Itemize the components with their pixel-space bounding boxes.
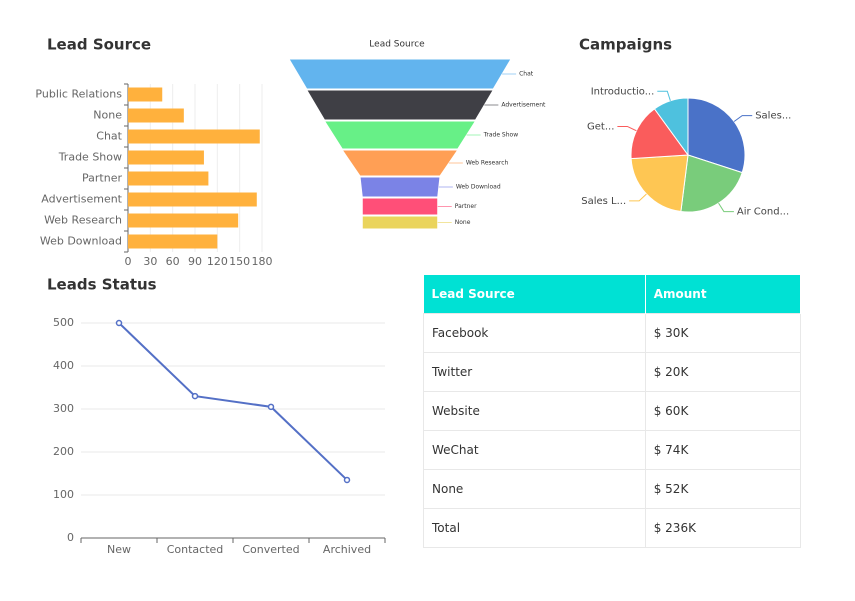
y-tick-label: Chat: [96, 130, 122, 143]
table-cell: Total: [423, 508, 646, 548]
funnel-label: None: [455, 219, 471, 226]
x-tick-label: 60: [166, 255, 180, 268]
y-tick-label: None: [93, 109, 122, 122]
y-tick-label: Trade Show: [58, 151, 122, 164]
funnel-segment: [359, 176, 441, 198]
table-row: Website $ 60K: [423, 391, 802, 431]
bar: [128, 171, 209, 186]
pie-slice: [630, 154, 689, 213]
chart-title: Lead Source: [47, 36, 151, 54]
chart-title: Lead Source: [369, 40, 425, 50]
table-cell: Website: [423, 391, 646, 431]
funnel-segment: [323, 120, 477, 150]
pie-label: Sales L...: [581, 196, 626, 207]
pie-slice: [687, 97, 746, 174]
point: [267, 403, 275, 411]
table-cell: $ 236K: [644, 508, 802, 548]
table-cell: WeChat: [423, 430, 646, 470]
x-tick-label: 0: [125, 255, 132, 268]
table-cell: Facebook: [423, 313, 646, 353]
table-row: Facebook $ 30K: [423, 313, 802, 353]
y-tick-label: Advertisement: [41, 193, 122, 206]
y-tick-label: 300: [53, 402, 74, 415]
pie-label: Introductio...: [591, 86, 655, 97]
label-line: [718, 202, 734, 213]
x-tick-label: Archived: [323, 543, 371, 556]
funnel-segment: [288, 58, 512, 90]
chart-title: Campaigns: [579, 36, 672, 54]
table-cell: Twitter: [423, 352, 646, 392]
y-tick-label: Web Download: [40, 235, 122, 248]
table-cell: $ 74K: [644, 430, 802, 470]
line: [118, 322, 348, 481]
funnel-label: Partner: [455, 203, 477, 210]
funnel-segment: [361, 197, 439, 216]
label-line: [617, 125, 637, 132]
table-cell: $ 52K: [644, 469, 802, 509]
label-line: [629, 193, 647, 202]
chart-title: Leads Status: [47, 276, 157, 294]
label-line: [733, 115, 753, 122]
funnel-label: Chat: [519, 71, 534, 78]
funnel-label: Advertisement: [501, 102, 546, 109]
bar: [128, 234, 218, 249]
y-tick-label: Public Relations: [35, 88, 122, 101]
y-tick-label: 0: [67, 531, 74, 544]
table-row: WeChat $ 74K: [423, 430, 802, 470]
x-tick-label: 120: [207, 255, 228, 268]
x-tick-label: Contacted: [167, 543, 224, 556]
bar: [128, 213, 239, 228]
point: [343, 476, 351, 484]
x-tick-label: 180: [252, 255, 273, 268]
table-cell: None: [423, 469, 646, 509]
pie-label: Air Cond...: [737, 207, 789, 218]
bar: [128, 87, 163, 102]
table-header: Amount: [645, 275, 802, 314]
table-row: None $ 52K: [423, 469, 802, 509]
y-tick-label: Partner: [82, 172, 122, 185]
x-tick-label: Converted: [242, 543, 299, 556]
y-tick-label: Web Research: [44, 214, 122, 227]
table-cell: $ 60K: [644, 391, 802, 431]
x-tick-label: 90: [188, 255, 202, 268]
funnel-segment: [361, 215, 439, 230]
funnel-label: Web Download: [456, 184, 501, 191]
x-tick-label: 30: [143, 255, 157, 268]
bar: [128, 150, 204, 165]
y-tick-label: 400: [53, 359, 74, 372]
table-cell: $ 20K: [644, 352, 802, 392]
lead-table: Lead Source Amount Facebook $ 30K Twitter $…: [423, 275, 802, 548]
label-line: [657, 90, 671, 101]
bar: [128, 192, 257, 207]
y-tick-label: 100: [53, 488, 74, 501]
table-row: Total $ 236K: [423, 508, 802, 548]
x-tick-label: New: [107, 543, 131, 556]
pie-slice: [680, 154, 743, 213]
table-row: Twitter $ 20K: [423, 352, 802, 392]
bar: [128, 108, 184, 123]
point: [191, 392, 199, 400]
funnel-label: Trade Show: [483, 132, 519, 139]
pie-label: Get...: [587, 121, 614, 132]
bar: [128, 129, 260, 144]
pie-label: Sales...: [755, 111, 791, 122]
point: [115, 319, 123, 327]
table-cell: $ 30K: [644, 313, 802, 353]
x-tick-label: 150: [229, 255, 250, 268]
funnel-segment: [305, 89, 495, 121]
y-tick-label: 500: [53, 316, 74, 329]
y-tick-label: 200: [53, 445, 74, 458]
funnel-label: Web Research: [466, 160, 509, 167]
funnel-segment: [341, 149, 459, 177]
table-header: Lead Source: [423, 275, 646, 314]
